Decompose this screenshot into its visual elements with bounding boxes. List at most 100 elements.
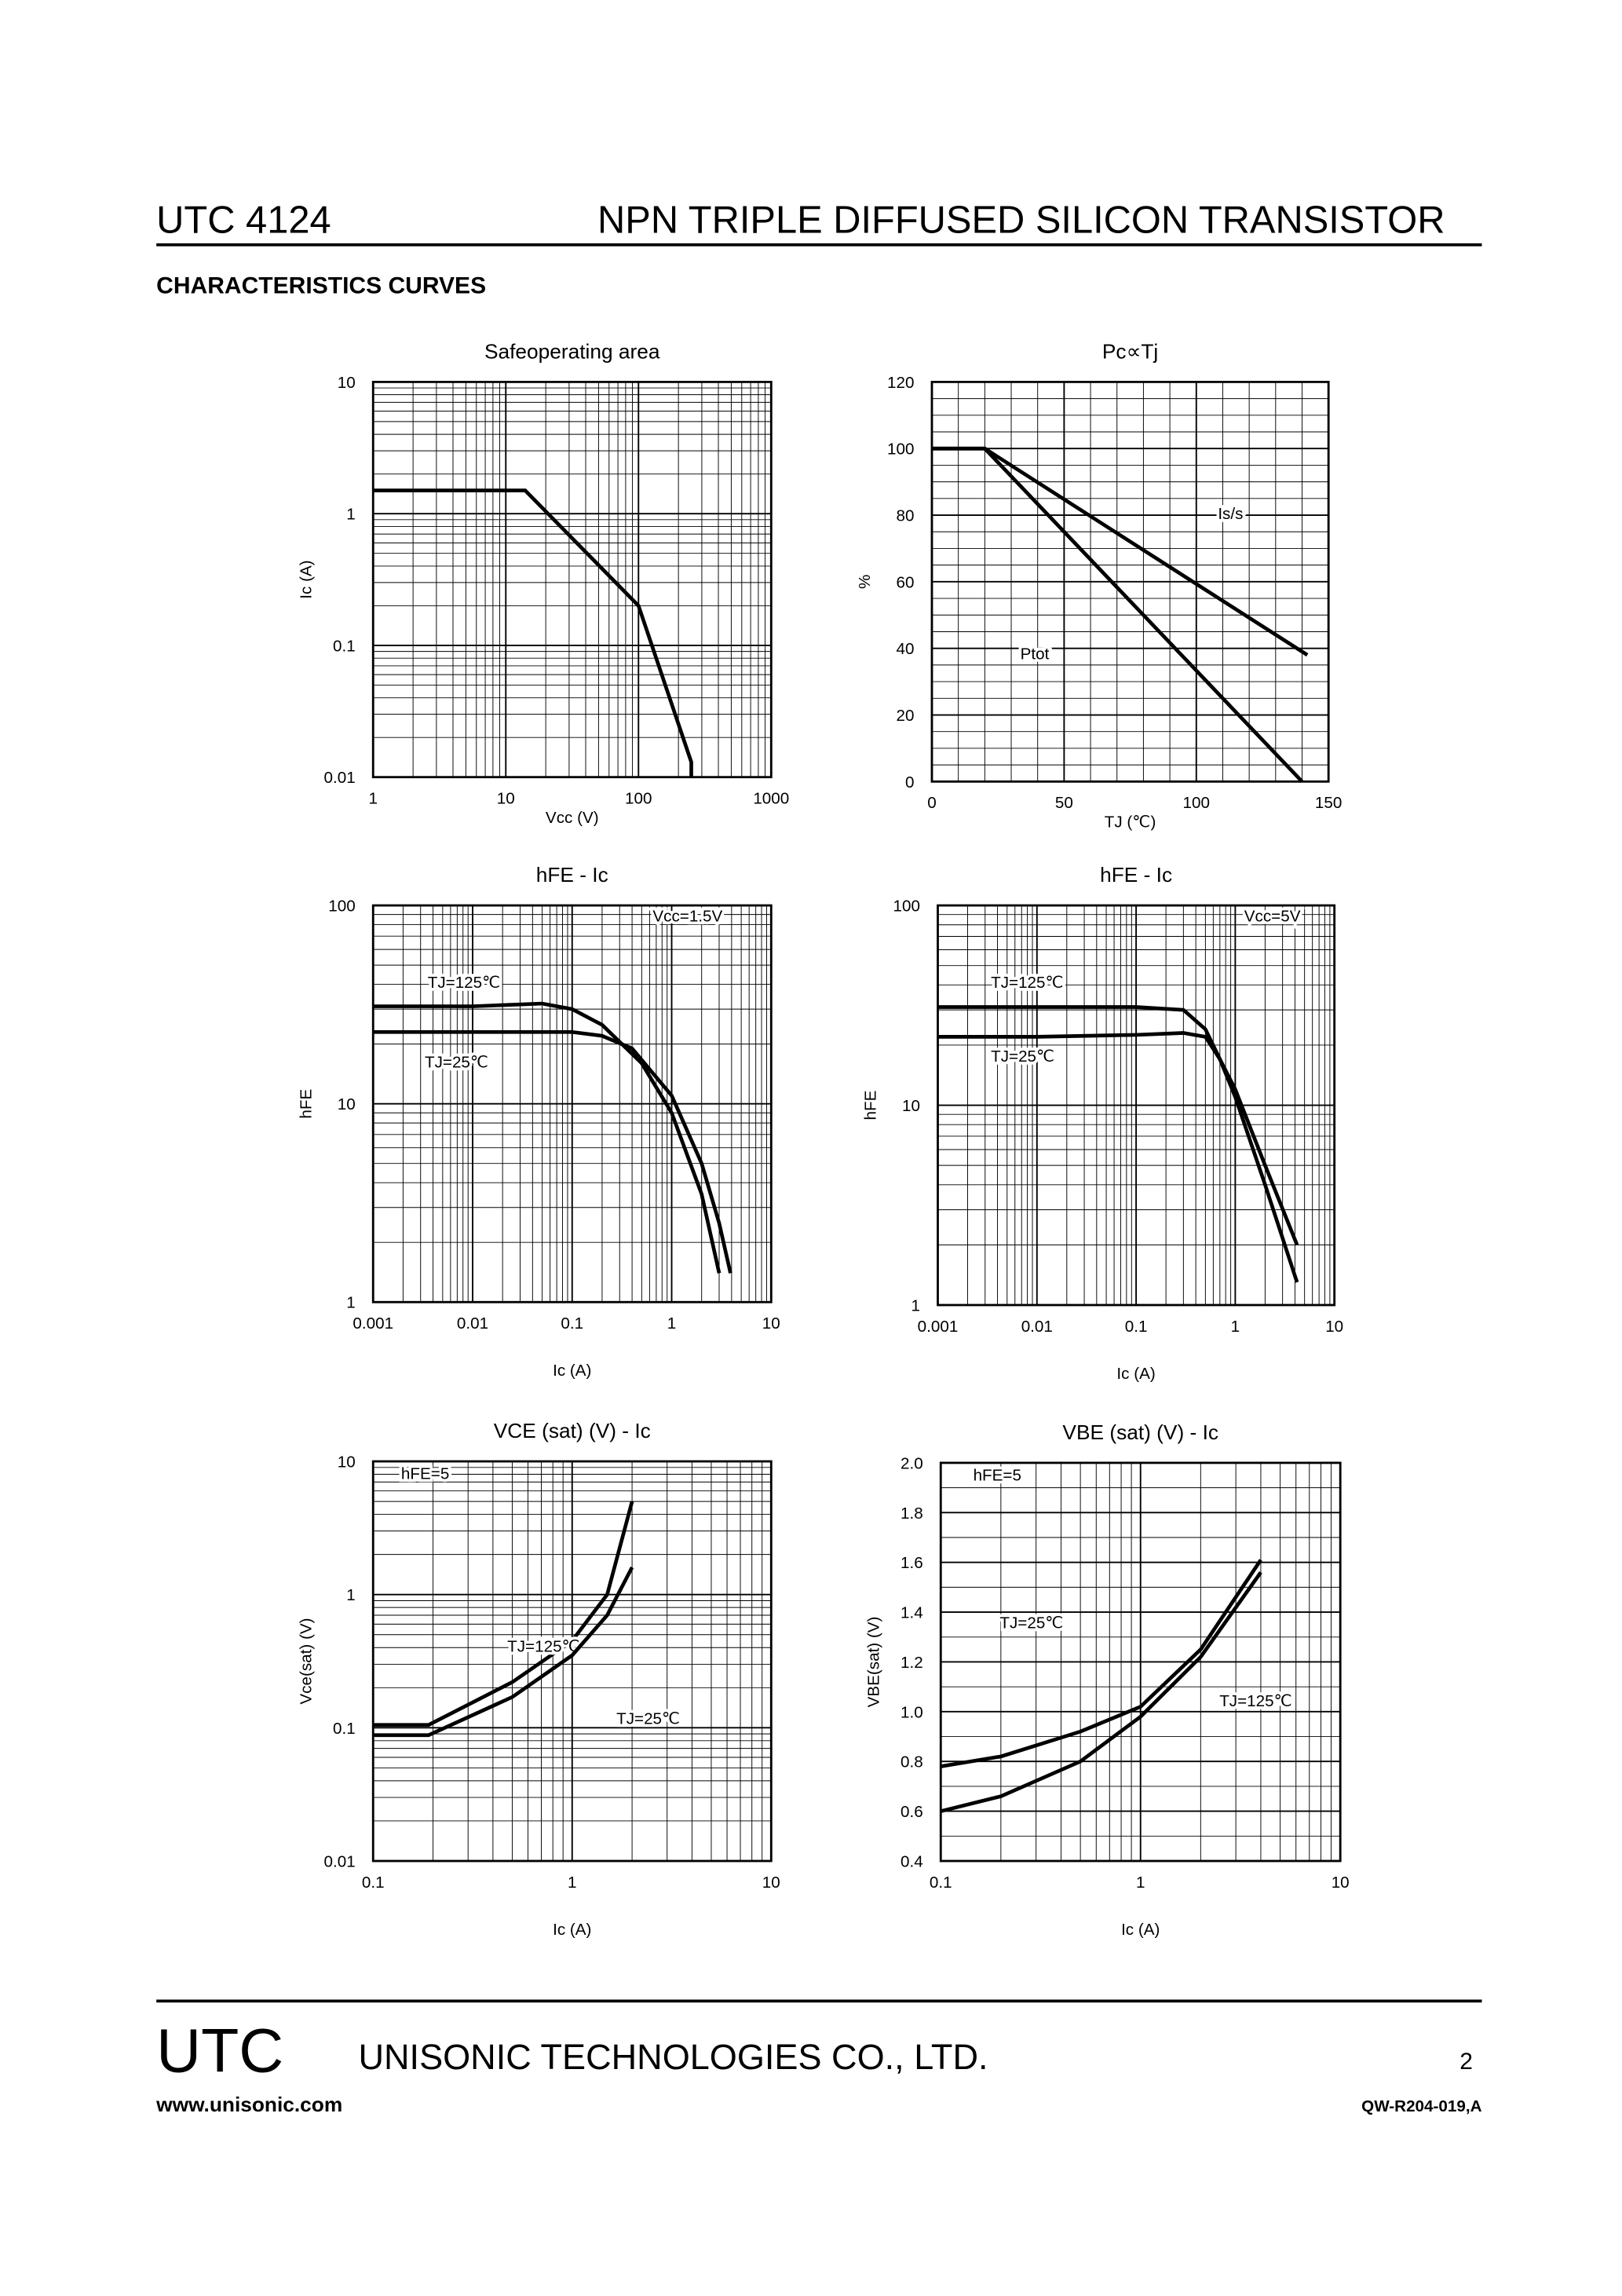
x-tick-label: 10	[762, 1314, 780, 1333]
curve-label: TJ=25℃	[999, 1614, 1063, 1632]
annotation: hFE=5	[974, 1466, 1021, 1484]
y-tick-label: 100	[328, 898, 355, 916]
x-tick-label: 10	[762, 1874, 780, 1892]
curve	[373, 1501, 634, 1727]
plot-frame	[371, 904, 773, 1303]
page-number: 2	[1459, 2049, 1473, 2075]
y-tick-label: 10	[338, 374, 356, 392]
y-tick-label: 1.0	[901, 1703, 923, 1721]
part-number: UTC 4124	[156, 199, 331, 242]
curve	[937, 1005, 1299, 1283]
section-title: CHARACTERISTICS CURVES	[156, 273, 486, 299]
annotation: Vcc=1.5V	[652, 908, 722, 926]
plot-frame	[371, 1460, 773, 1863]
x-axis-label: Ic (A)	[1116, 1365, 1155, 1383]
y-tick-label: 1	[911, 1297, 919, 1315]
company: UNISONIC TECHNOLOGIES CO., LTD.	[358, 2037, 988, 2077]
website: www.unisonic.com	[155, 2093, 342, 2116]
chart-title: VBE (sat) (V) - Ic	[1062, 1420, 1218, 1444]
x-axis-label: Ic (A)	[553, 1921, 591, 1939]
curve	[931, 446, 1309, 657]
plot-frame	[930, 380, 1330, 783]
x-tick-label: 0	[927, 794, 936, 812]
y-axis-label: %	[856, 575, 874, 589]
x-axis-label: Ic (A)	[1121, 1921, 1160, 1939]
x-tick-label: 1	[1136, 1874, 1145, 1892]
y-tick-label: 60	[896, 573, 914, 591]
y-tick-label: 2.0	[901, 1454, 923, 1472]
chart-title: VCE (sat) (V) - Ic	[494, 1419, 651, 1442]
curve	[373, 1001, 721, 1274]
y-tick-label: 20	[896, 707, 914, 725]
y-tick-label: 1	[346, 506, 355, 524]
y-tick-label: 1.8	[901, 1504, 923, 1523]
curve	[373, 488, 693, 777]
y-tick-label: 10	[902, 1097, 920, 1115]
y-tick-label: 10	[338, 1095, 356, 1113]
x-tick-label: 0.1	[1125, 1318, 1148, 1336]
y-tick-label: 0.01	[324, 769, 356, 787]
y-tick-label: 40	[896, 640, 914, 658]
y-tick-label: 0.8	[901, 1753, 923, 1771]
x-tick-label: 0.1	[930, 1874, 952, 1892]
y-tick-label: 0.1	[333, 637, 356, 655]
curve-label: TJ=25℃	[616, 1709, 680, 1727]
curve-label: TJ=125℃	[991, 974, 1064, 992]
y-tick-label: 1	[346, 1586, 355, 1604]
x-tick-label: 0.1	[561, 1314, 583, 1333]
x-tick-label: 0.01	[1021, 1318, 1053, 1336]
x-tick-label: 1	[667, 1314, 676, 1333]
y-axis-label: hFE	[862, 1091, 880, 1121]
y-tick-label: 0.4	[901, 1853, 923, 1871]
y-axis-label: hFE	[297, 1089, 315, 1119]
x-tick-label: 0.001	[353, 1314, 393, 1333]
x-axis-label: Ic (A)	[553, 1362, 591, 1380]
y-tick-label: 10	[338, 1453, 356, 1472]
curve	[940, 1559, 1262, 1768]
x-tick-label: 10	[1325, 1318, 1343, 1336]
curve	[373, 1029, 732, 1274]
curve-label: TJ=125℃	[507, 1637, 580, 1655]
y-axis-label: Ic (A)	[297, 560, 315, 598]
chart-title: Safeoperating area	[484, 339, 660, 363]
x-tick-label: 1	[369, 789, 378, 807]
curve-label: Ptot	[1021, 645, 1050, 663]
y-axis-label: VBE(sat) (V)	[864, 1617, 882, 1708]
curve	[937, 1031, 1299, 1246]
doc-title: NPN TRIPLE DIFFUSED SILICON TRANSISTOR	[597, 199, 1445, 242]
chart-title: hFE - Ic	[1100, 863, 1172, 887]
curve-label: TJ=25℃	[425, 1054, 488, 1072]
y-tick-label: 1.6	[901, 1554, 923, 1572]
plot-frame	[371, 380, 773, 779]
doc-code: QW-R204-019,A	[1361, 2097, 1481, 2115]
y-axis-label: Vce(sat) (V)	[297, 1618, 315, 1704]
y-tick-label: 100	[887, 441, 914, 459]
curve	[931, 446, 1304, 783]
curve-label: TJ=125℃	[428, 974, 501, 992]
chart-title: hFE - Ic	[536, 863, 608, 887]
x-tick-label: 150	[1315, 794, 1342, 812]
curve-label: Is/s	[1218, 505, 1243, 523]
y-tick-label: 1.2	[901, 1654, 923, 1672]
y-tick-label: 100	[893, 898, 920, 916]
y-tick-label: 1	[346, 1294, 355, 1312]
annotation: Vcc=5V	[1244, 908, 1301, 926]
x-tick-label: 0.01	[457, 1314, 488, 1333]
x-tick-label: 1	[1231, 1318, 1240, 1336]
curve-label: TJ=125℃	[1219, 1692, 1292, 1710]
y-tick-label: 0	[905, 773, 914, 792]
y-tick-label: 0.1	[333, 1720, 356, 1738]
plot-frame	[939, 1461, 1342, 1863]
x-tick-label: 10	[1332, 1874, 1350, 1892]
x-axis-label: Vcc (V)	[546, 809, 599, 827]
x-tick-label: 1	[568, 1874, 576, 1892]
x-tick-label: 100	[625, 789, 652, 807]
curve	[940, 1571, 1262, 1813]
curve	[373, 1566, 634, 1738]
plot-frame	[937, 904, 1336, 1307]
x-tick-label: 100	[1183, 794, 1210, 812]
chart-title: Pc∝Tj	[1102, 339, 1158, 363]
y-tick-label: 0.01	[324, 1853, 356, 1871]
